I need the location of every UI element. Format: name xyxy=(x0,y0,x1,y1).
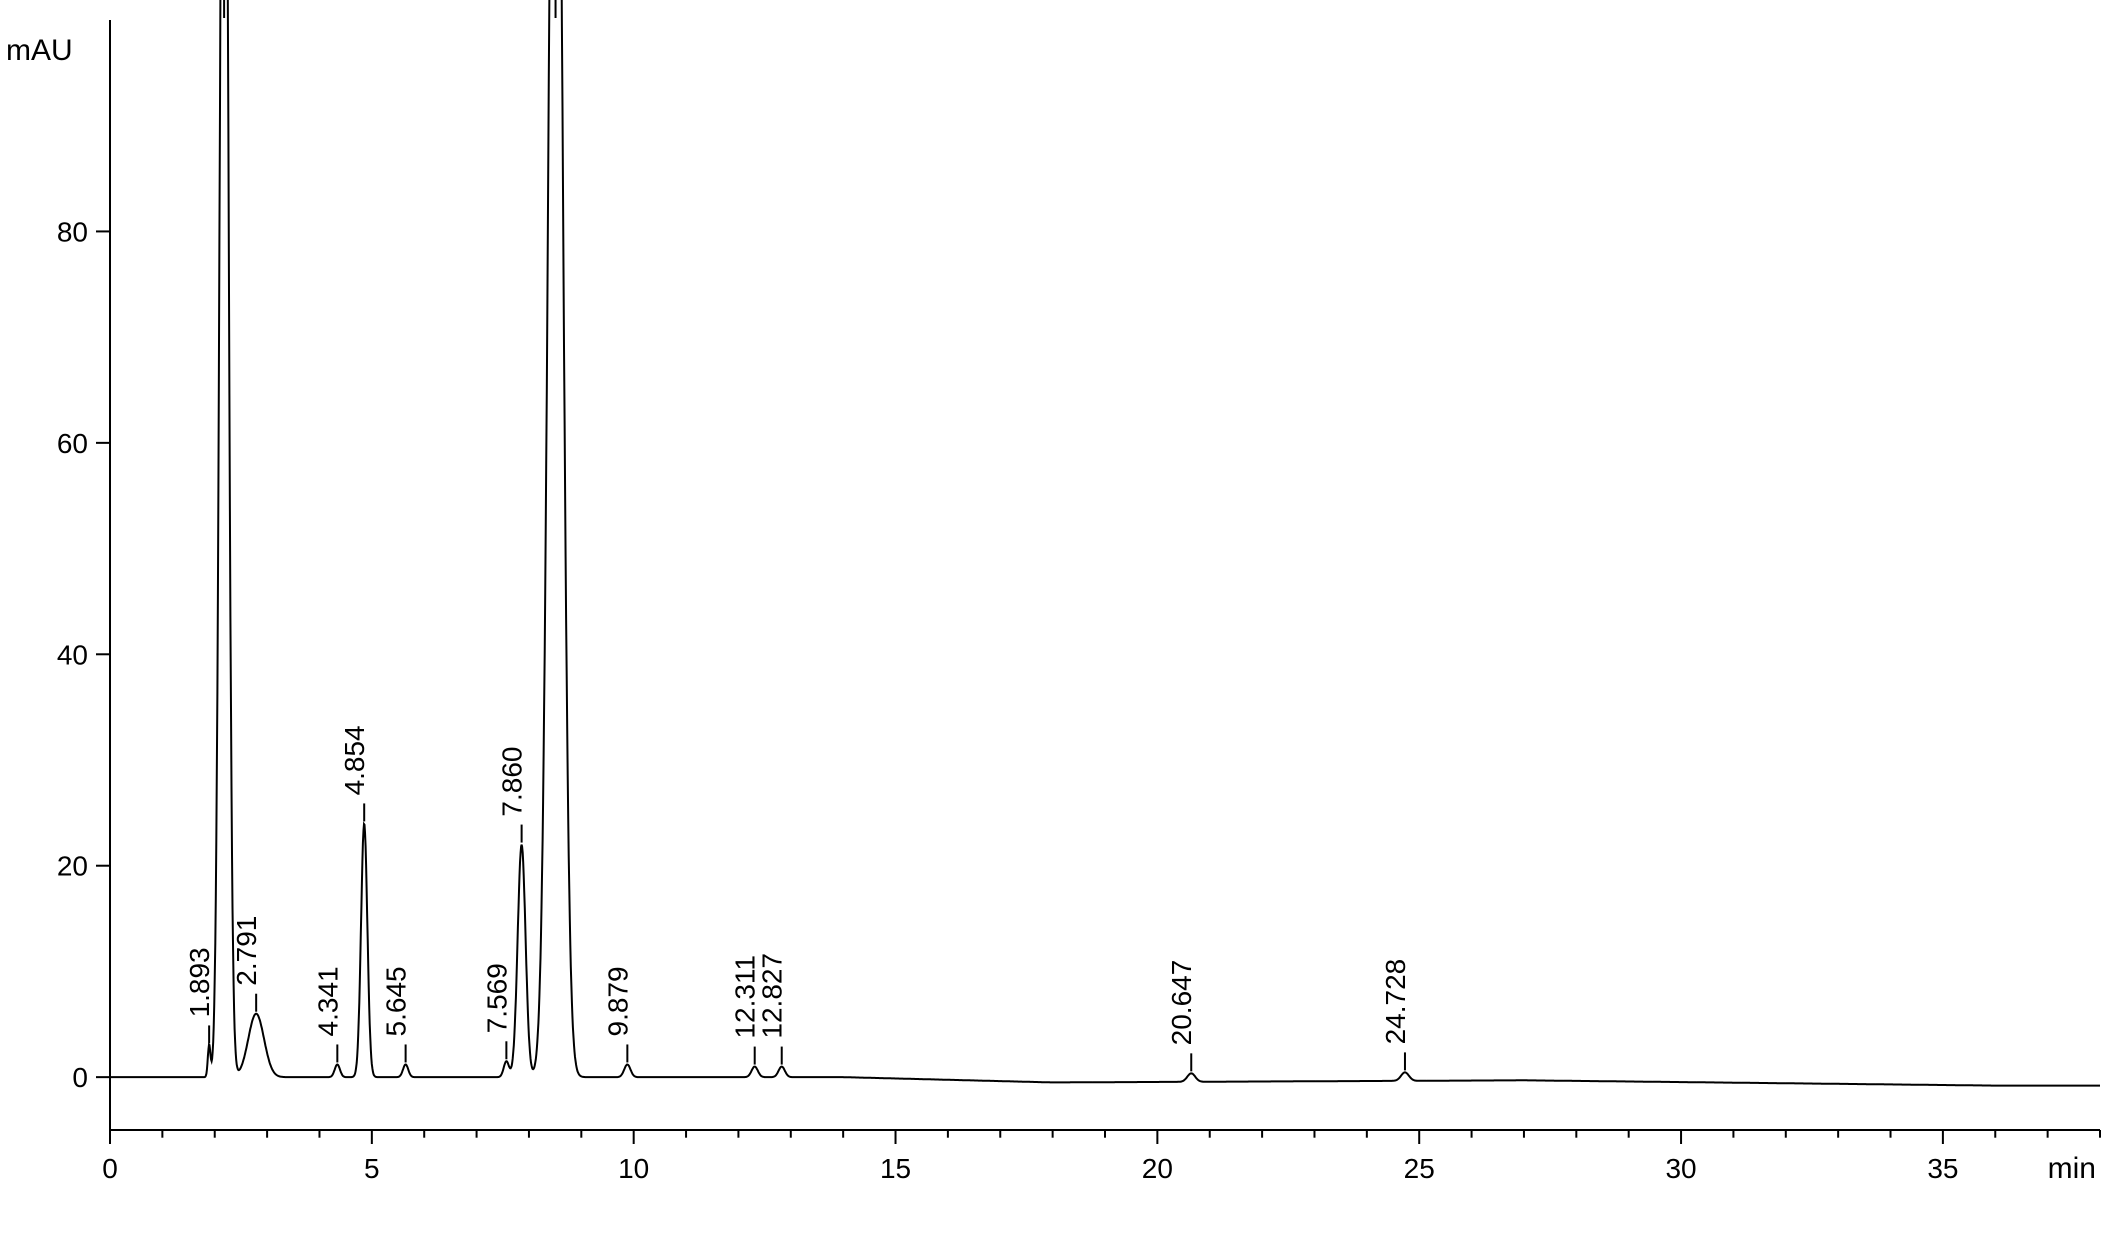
x-tick-label: 25 xyxy=(1404,1153,1435,1184)
x-tick-label: 20 xyxy=(1142,1153,1173,1184)
x-axis-title: min xyxy=(2048,1152,2096,1185)
x-tick-label: 30 xyxy=(1665,1153,1696,1184)
x-tick-label: 5 xyxy=(364,1153,380,1184)
axes xyxy=(110,20,2100,1130)
y-axis-title: mAU xyxy=(6,34,73,67)
peak-label: 4.854 xyxy=(339,725,370,795)
peak-label: 20.647 xyxy=(1166,960,1197,1046)
peak-label: 4.341 xyxy=(312,966,343,1036)
x-tick-label: 35 xyxy=(1927,1153,1958,1184)
peak-label: 7.569 xyxy=(481,963,512,1033)
peak-label: 2.791 xyxy=(231,916,262,986)
peak-label: 9.879 xyxy=(602,966,633,1036)
y-tick-label: 60 xyxy=(57,428,88,459)
y-tick-label: 80 xyxy=(57,216,88,247)
peak-label: 1.893 xyxy=(184,947,215,1017)
chromatogram-chart: 020406080mAU05101520253035min1.8932.1792… xyxy=(0,0,2123,1248)
peak-label: 24.728 xyxy=(1380,959,1411,1045)
x-tick-label: 0 xyxy=(102,1153,118,1184)
peak-label: 5.645 xyxy=(381,966,412,1036)
y-tick-label: 20 xyxy=(57,851,88,882)
peak-label: 7.860 xyxy=(497,746,528,816)
x-tick-label: 15 xyxy=(880,1153,911,1184)
y-tick-label: 0 xyxy=(72,1062,88,1093)
y-tick-label: 40 xyxy=(57,639,88,670)
chromatogram-svg: 020406080mAU05101520253035min1.8932.1792… xyxy=(0,0,2123,1248)
peak-label: 12.827 xyxy=(757,953,788,1039)
x-tick-label: 10 xyxy=(618,1153,649,1184)
chromatogram-trace xyxy=(110,0,2100,1086)
